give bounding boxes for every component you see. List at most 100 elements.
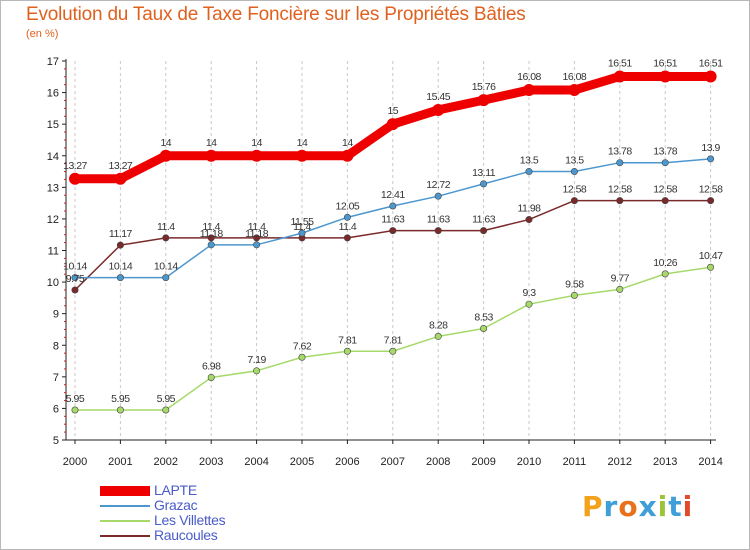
data-labels: 13.27 13.27 14 14 14 14 14 15 15.45 15.76 16.08 16.… xyxy=(63,57,724,405)
y-axis-ticks: 5 6 7 8 9 10 11 12 13 14 15 16 17 xyxy=(47,56,59,447)
data-point xyxy=(661,159,669,167)
data-label: 16.51 xyxy=(653,57,677,69)
data-label: 14 xyxy=(160,137,171,149)
data-point xyxy=(389,202,397,210)
data-point xyxy=(525,168,533,176)
data-label: 13.27 xyxy=(109,160,133,172)
data-point xyxy=(207,373,215,381)
x-tick-label-2013: 2013 xyxy=(653,456,677,468)
data-label: 10.14 xyxy=(63,261,87,273)
data-point xyxy=(707,263,715,271)
data-label: 14 xyxy=(251,137,262,149)
legend-label: LAPTE xyxy=(154,482,197,498)
data-label: 14 xyxy=(206,137,217,149)
data-label: 12.41 xyxy=(381,189,405,201)
data-label: 10.14 xyxy=(154,261,178,273)
data-label: 15 xyxy=(387,105,398,117)
y-tick-label: 16 xyxy=(47,88,59,100)
logo-letter: P xyxy=(582,490,604,523)
data-point xyxy=(253,367,261,375)
data-label: 7.19 xyxy=(247,354,266,366)
data-label: 13.9 xyxy=(701,142,720,154)
x-tick-label-2000: 2000 xyxy=(63,456,87,468)
chart-title: Evolution du Taux de Taxe Foncière sur l… xyxy=(26,4,526,25)
data-label: 13.5 xyxy=(520,155,539,167)
data-point xyxy=(343,213,351,221)
x-tick-label-2014: 2014 xyxy=(698,456,722,468)
data-point xyxy=(707,155,715,163)
data-point xyxy=(389,347,397,355)
data-point xyxy=(477,94,490,107)
data-label: 9.75 xyxy=(66,273,85,285)
x-tick-label-2003: 2003 xyxy=(199,456,223,468)
data-point xyxy=(616,159,624,167)
data-point xyxy=(386,118,399,131)
x-axis-ticks: 2000 2001 2002 2003 2004 2005 2006 2007 2008 2009… xyxy=(63,440,723,468)
data-point xyxy=(159,149,172,162)
data-point xyxy=(116,406,124,414)
data-point xyxy=(162,234,170,242)
legend-label: Grazac xyxy=(154,497,198,513)
data-label: 7.81 xyxy=(338,334,357,346)
data-label: 16.08 xyxy=(563,71,587,83)
data-point xyxy=(207,234,215,242)
data-label: 16.51 xyxy=(699,57,723,69)
logo-letter: o xyxy=(618,490,639,523)
data-point xyxy=(69,172,81,185)
legend-label: Raucoules xyxy=(154,527,218,543)
y-tick-label: 8 xyxy=(53,340,59,352)
y-tick-label: 14 xyxy=(47,151,59,163)
y-tick-label: 5 xyxy=(53,435,59,447)
y-tick-label: 15 xyxy=(47,119,59,131)
data-label: 11.63 xyxy=(427,214,451,226)
data-label: 11.98 xyxy=(518,203,542,215)
data-label: 12.72 xyxy=(426,179,450,191)
data-label: 11.4 xyxy=(293,221,311,233)
x-tick-label-2007: 2007 xyxy=(381,456,405,468)
y-tick-label: 10 xyxy=(47,277,59,289)
data-point xyxy=(298,229,306,237)
data-point xyxy=(162,274,170,282)
y-tick-label: 6 xyxy=(53,403,59,415)
data-label: 12.58 xyxy=(653,184,677,196)
data-point xyxy=(480,227,488,235)
data-point xyxy=(570,197,578,205)
data-point xyxy=(253,234,261,242)
data-point xyxy=(296,149,308,162)
data-point xyxy=(162,406,170,414)
data-point xyxy=(434,192,442,200)
data-point xyxy=(659,70,672,83)
legend-label: Les Villettes xyxy=(154,512,226,528)
data-point xyxy=(568,84,581,97)
data-label: 9.3 xyxy=(522,287,536,299)
data-point xyxy=(298,353,306,361)
data-label: 11.63 xyxy=(472,214,496,226)
data-label: 10.26 xyxy=(653,257,677,269)
series-group xyxy=(69,70,717,414)
data-label: 14 xyxy=(342,137,353,149)
data-label: 11.18 xyxy=(200,228,224,240)
data-point xyxy=(570,168,578,176)
logo-letter: x xyxy=(638,490,658,523)
logo-letter: i xyxy=(657,490,669,523)
data-point xyxy=(613,70,626,83)
data-point xyxy=(250,149,263,162)
data-point xyxy=(570,291,578,299)
x-tick-label-2002: 2002 xyxy=(154,456,178,468)
data-point xyxy=(71,274,79,282)
data-label: 8.28 xyxy=(429,319,448,331)
data-label: 11.4 xyxy=(339,221,357,233)
data-label: 13.78 xyxy=(608,146,632,158)
data-point xyxy=(253,241,261,249)
data-point xyxy=(114,172,127,185)
data-label: 12.58 xyxy=(608,184,632,196)
data-label: 14 xyxy=(297,137,308,149)
data-label: 13.11 xyxy=(472,167,496,179)
logo-letter: r xyxy=(603,490,619,523)
legend-swatch xyxy=(100,520,150,522)
data-point xyxy=(434,227,442,235)
data-point xyxy=(207,241,215,249)
data-label: 15.76 xyxy=(472,81,496,93)
data-label: 11.63 xyxy=(381,214,405,226)
data-point xyxy=(432,103,445,116)
